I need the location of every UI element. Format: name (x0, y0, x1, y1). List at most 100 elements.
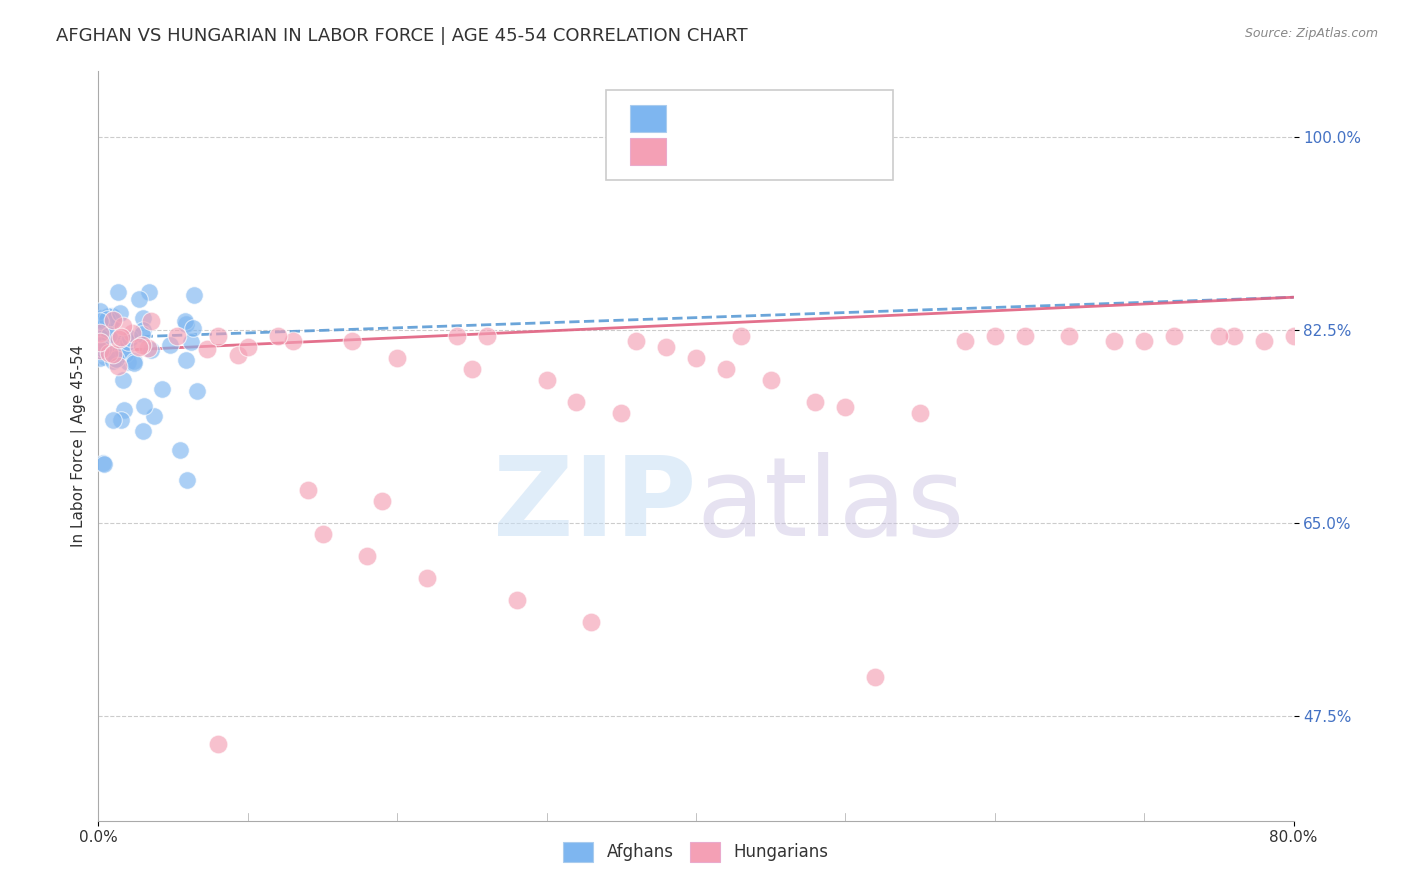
Point (114, 347, 136, 361)
Point (101, 346, 124, 360)
Point (107, 285, 129, 299)
Text: ZIP: ZIP (492, 452, 696, 559)
Point (311, 527, 333, 541)
Text: 0.131: 0.131 (721, 110, 778, 128)
Point (342, 334, 364, 349)
Point (953, 334, 976, 349)
Point (176, 473, 198, 487)
Point (138, 285, 160, 299)
Point (101, 353, 124, 368)
Point (131, 327, 153, 342)
Text: 71: 71 (827, 110, 852, 128)
Point (207, 328, 229, 343)
Point (174, 317, 197, 331)
Point (1208, 328, 1230, 343)
Point (93, 332, 115, 346)
Point (132, 424, 155, 438)
Point (655, 340, 678, 354)
Point (110, 330, 132, 344)
Point (132, 310, 155, 325)
Point (1223, 328, 1246, 343)
Point (385, 351, 409, 365)
Point (89, 345, 111, 359)
Point (104, 352, 127, 367)
Point (131, 338, 153, 352)
Text: Source: ZipAtlas.com: Source: ZipAtlas.com (1244, 27, 1378, 40)
Point (89, 326, 111, 340)
Point (90, 310, 112, 325)
Point (89, 304, 111, 318)
FancyBboxPatch shape (630, 105, 666, 132)
Point (834, 401, 856, 415)
Point (169, 442, 191, 457)
Point (183, 320, 205, 334)
Point (132, 323, 155, 337)
Point (89, 343, 111, 357)
Point (1014, 328, 1036, 343)
Point (1104, 334, 1126, 349)
Point (150, 382, 173, 396)
Point (908, 406, 931, 420)
Legend: Afghans, Hungarians: Afghans, Hungarians (557, 835, 835, 869)
Point (90, 316, 112, 330)
Point (142, 409, 165, 423)
Point (1163, 328, 1185, 343)
Point (89, 351, 111, 365)
Point (186, 384, 208, 398)
Point (120, 331, 142, 345)
Point (96, 310, 118, 324)
Point (91, 326, 114, 341)
Point (128, 340, 150, 354)
Point (685, 351, 707, 365)
Point (446, 328, 468, 343)
Point (416, 571, 439, 585)
Text: R =: R = (678, 110, 717, 128)
Point (180, 334, 202, 349)
Point (93, 339, 115, 353)
Point (297, 483, 319, 497)
Point (110, 343, 132, 358)
Point (93, 457, 115, 471)
FancyBboxPatch shape (630, 138, 666, 165)
Point (267, 328, 290, 343)
Point (101, 309, 124, 323)
Point (91, 342, 114, 356)
FancyBboxPatch shape (606, 90, 893, 180)
Point (93, 335, 115, 350)
Point (89, 330, 111, 344)
Point (90, 325, 112, 339)
Point (536, 373, 558, 387)
Point (139, 313, 162, 327)
Point (281, 334, 304, 349)
Text: 59: 59 (827, 143, 852, 161)
Point (581, 615, 603, 630)
Point (89, 330, 111, 344)
Point (159, 337, 181, 351)
Point (226, 348, 249, 362)
Text: R =: R = (678, 143, 717, 161)
Point (174, 352, 197, 367)
Point (90, 314, 112, 328)
Point (610, 406, 633, 420)
Point (91, 457, 114, 471)
Point (804, 395, 827, 409)
Point (90, 319, 112, 334)
Point (197, 343, 219, 357)
Point (89, 334, 111, 349)
Point (730, 328, 752, 343)
Point (759, 373, 782, 387)
Point (114, 402, 136, 417)
Point (101, 347, 124, 361)
Point (117, 334, 139, 349)
Point (110, 306, 132, 320)
Text: N =: N = (779, 143, 831, 161)
Point (461, 362, 484, 376)
Point (93, 314, 115, 328)
Point (107, 359, 129, 374)
Point (98, 324, 121, 338)
Point (1282, 328, 1305, 343)
Point (626, 334, 648, 349)
Point (236, 340, 259, 354)
Text: AFGHAN VS HUNGARIAN IN LABOR FORCE | AGE 45-54 CORRELATION CHART: AFGHAN VS HUNGARIAN IN LABOR FORCE | AGE… (56, 27, 748, 45)
Point (90, 314, 112, 328)
